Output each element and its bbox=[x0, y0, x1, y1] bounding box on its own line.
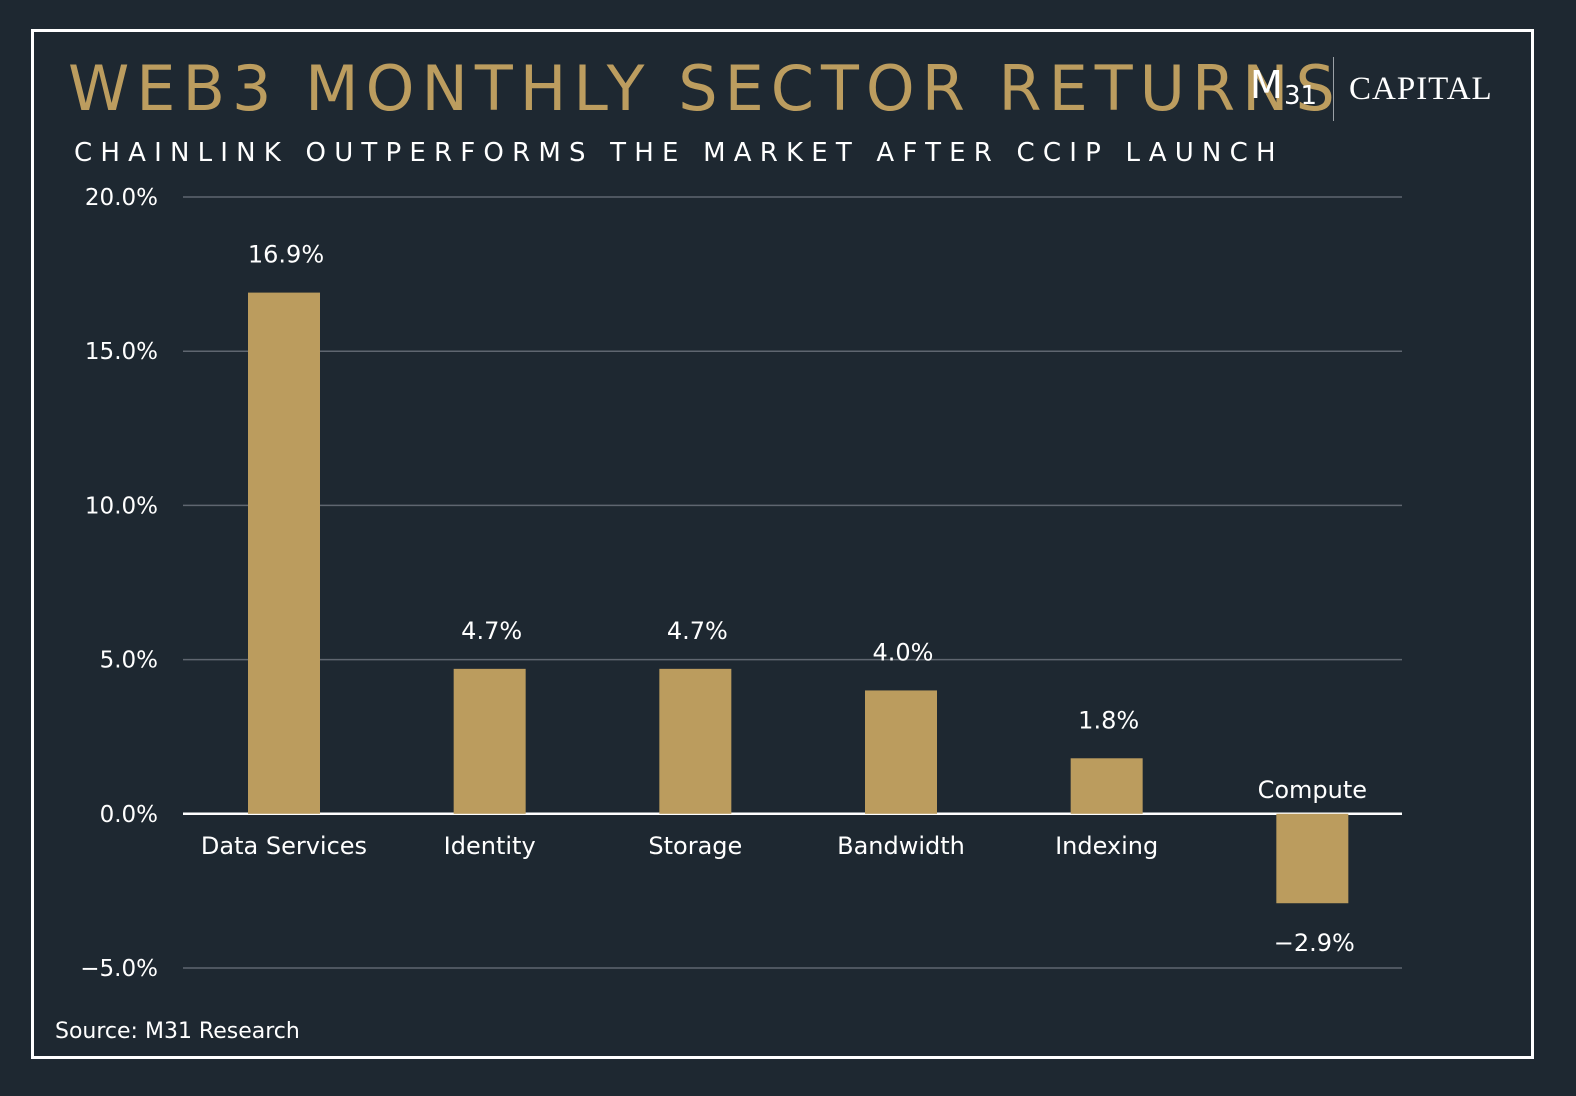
category-label: Bandwidth bbox=[837, 832, 965, 860]
data-label: −2.9% bbox=[1274, 929, 1355, 957]
bar-data-services bbox=[248, 292, 320, 814]
data-label: 4.0% bbox=[873, 638, 934, 666]
m31-capital-logo: M 31 CAPITAL bbox=[1250, 57, 1500, 121]
y-tick-label: 5.0% bbox=[100, 648, 158, 674]
bar-identity bbox=[453, 668, 526, 814]
category-label: Indexing bbox=[1055, 832, 1158, 860]
logo-divider bbox=[1333, 57, 1334, 121]
bar-indexing bbox=[1070, 758, 1143, 814]
y-tick-label: 0.0% bbox=[100, 802, 158, 828]
logo-capital: CAPITAL bbox=[1349, 71, 1493, 107]
category-label: Identity bbox=[444, 832, 536, 860]
data-label: 4.7% bbox=[667, 617, 728, 645]
y-tick-label: 10.0% bbox=[85, 493, 158, 519]
y-tick-label: 20.0% bbox=[85, 185, 158, 211]
chart-frame bbox=[31, 29, 1534, 1059]
chart-subtitle: CHAINLINK OUTPERFORMS THE MARKET AFTER C… bbox=[74, 138, 1284, 168]
logo-subscript: 31 bbox=[1284, 81, 1318, 111]
chart-title: WEB3 MONTHLY SECTOR RETURNS bbox=[68, 52, 1342, 125]
y-tick-label: −5.0% bbox=[80, 956, 158, 982]
category-label: Compute bbox=[1258, 776, 1367, 804]
data-label: 16.9% bbox=[248, 241, 324, 269]
y-tick-label: 15.0% bbox=[85, 339, 158, 365]
bar-compute bbox=[1276, 813, 1349, 904]
category-label: Storage bbox=[648, 832, 742, 860]
logo-m: M bbox=[1250, 63, 1283, 107]
source-note: Source: M31 Research bbox=[55, 1019, 300, 1044]
data-label: 4.7% bbox=[461, 617, 522, 645]
data-label: 1.8% bbox=[1078, 706, 1139, 734]
bar-bandwidth bbox=[865, 690, 937, 814]
bar-storage bbox=[659, 668, 732, 814]
category-label: Data Services bbox=[201, 832, 367, 860]
